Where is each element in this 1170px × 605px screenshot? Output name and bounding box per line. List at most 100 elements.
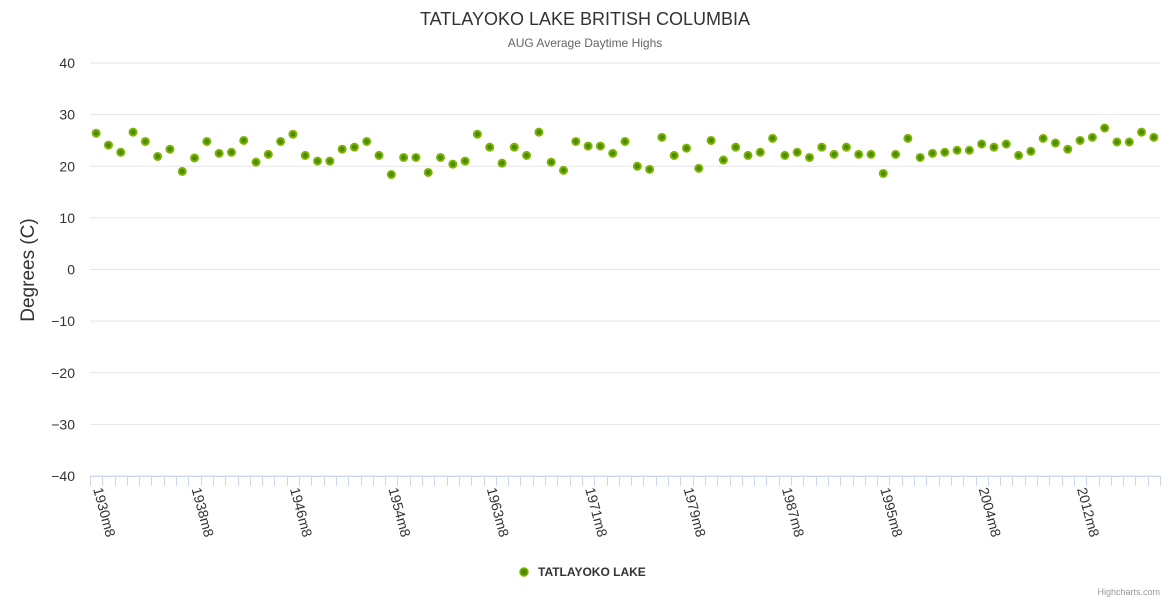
- data-point[interactable]: [140, 136, 150, 146]
- data-point[interactable]: [534, 127, 544, 137]
- data-point[interactable]: [657, 132, 667, 142]
- data-point[interactable]: [1100, 123, 1110, 133]
- x-tick-label: 1979m8: [681, 486, 710, 539]
- data-point[interactable]: [325, 156, 335, 166]
- y-tick-label: 30: [59, 107, 75, 123]
- data-point[interactable]: [1014, 150, 1024, 160]
- y-axis-labels: 40 30 20 10 0 −10 −20 −30 −40: [51, 55, 75, 484]
- data-point[interactable]: [952, 145, 962, 155]
- data-point[interactable]: [349, 142, 359, 152]
- data-point[interactable]: [940, 147, 950, 157]
- data-point[interactable]: [251, 157, 261, 167]
- data-point[interactable]: [386, 170, 396, 180]
- data-point[interactable]: [1124, 137, 1134, 147]
- data-point[interactable]: [1038, 133, 1048, 143]
- credits-link[interactable]: Highcharts.com: [1097, 587, 1160, 597]
- data-point[interactable]: [792, 147, 802, 157]
- data-point[interactable]: [239, 135, 249, 145]
- data-point[interactable]: [718, 155, 728, 165]
- x-tick-label: 1963m8: [484, 486, 513, 539]
- data-point[interactable]: [1026, 146, 1036, 156]
- data-point[interactable]: [632, 161, 642, 171]
- data-point[interactable]: [374, 150, 384, 160]
- y-tick-label: −10: [51, 313, 75, 329]
- data-point[interactable]: [964, 145, 974, 155]
- data-point[interactable]: [669, 150, 679, 160]
- data-point[interactable]: [300, 150, 310, 160]
- data-point[interactable]: [103, 140, 113, 150]
- y-tick-label: −30: [51, 416, 75, 432]
- data-point[interactable]: [854, 149, 864, 159]
- x-tick-label: 1971m8: [582, 486, 611, 539]
- data-point[interactable]: [485, 142, 495, 152]
- data-point[interactable]: [263, 149, 273, 159]
- data-point[interactable]: [522, 150, 532, 160]
- legend-item[interactable]: TATLAYOKO LAKE: [519, 565, 646, 579]
- data-point[interactable]: [546, 157, 556, 167]
- data-point[interactable]: [583, 141, 593, 151]
- data-point[interactable]: [448, 159, 458, 169]
- data-point[interactable]: [1137, 127, 1147, 137]
- data-point[interactable]: [226, 147, 236, 157]
- data-point[interactable]: [817, 142, 827, 152]
- data-point[interactable]: [436, 152, 446, 162]
- data-point[interactable]: [399, 152, 409, 162]
- data-point[interactable]: [915, 152, 925, 162]
- data-point[interactable]: [706, 135, 716, 145]
- data-point[interactable]: [989, 142, 999, 152]
- data-point[interactable]: [153, 151, 163, 161]
- data-point[interactable]: [768, 133, 778, 143]
- data-point[interactable]: [755, 147, 765, 157]
- data-point[interactable]: [116, 147, 126, 157]
- data-point[interactable]: [276, 136, 286, 146]
- chart-subtitle: AUG Average Daytime Highs: [508, 36, 663, 50]
- data-point[interactable]: [1149, 132, 1159, 142]
- data-point[interactable]: [177, 166, 187, 176]
- data-point[interactable]: [337, 144, 347, 154]
- data-point[interactable]: [866, 149, 876, 159]
- data-point[interactable]: [202, 136, 212, 146]
- data-point[interactable]: [509, 142, 519, 152]
- legend-label[interactable]: TATLAYOKO LAKE: [538, 565, 646, 579]
- data-point[interactable]: [1063, 144, 1073, 154]
- data-point[interactable]: [903, 133, 913, 143]
- data-point[interactable]: [460, 156, 470, 166]
- data-point[interactable]: [780, 150, 790, 160]
- data-point[interactable]: [694, 163, 704, 173]
- data-point[interactable]: [559, 165, 569, 175]
- data-point[interactable]: [731, 142, 741, 152]
- data-point[interactable]: [608, 148, 618, 158]
- data-point[interactable]: [829, 149, 839, 159]
- data-point[interactable]: [362, 136, 372, 146]
- data-point[interactable]: [595, 141, 605, 151]
- data-point[interactable]: [288, 129, 298, 139]
- data-point[interactable]: [927, 148, 937, 158]
- data-point[interactable]: [878, 168, 888, 178]
- data-point[interactable]: [165, 144, 175, 154]
- data-point[interactable]: [497, 158, 507, 168]
- data-point[interactable]: [977, 139, 987, 149]
- data-point[interactable]: [571, 136, 581, 146]
- data-point[interactable]: [620, 136, 630, 146]
- data-point[interactable]: [1050, 138, 1060, 148]
- series-points: [91, 123, 1159, 180]
- data-point[interactable]: [190, 153, 200, 163]
- data-point[interactable]: [804, 152, 814, 162]
- y-tick-label: 40: [59, 55, 75, 71]
- data-point[interactable]: [1087, 132, 1097, 142]
- data-point[interactable]: [128, 127, 138, 137]
- data-point[interactable]: [423, 167, 433, 177]
- data-point[interactable]: [645, 164, 655, 174]
- data-point[interactable]: [1001, 139, 1011, 149]
- data-point[interactable]: [841, 142, 851, 152]
- data-point[interactable]: [681, 143, 691, 153]
- data-point[interactable]: [411, 152, 421, 162]
- data-point[interactable]: [313, 156, 323, 166]
- data-point[interactable]: [743, 150, 753, 160]
- data-point[interactable]: [472, 129, 482, 139]
- data-point[interactable]: [891, 149, 901, 159]
- data-point[interactable]: [91, 128, 101, 138]
- data-point[interactable]: [1112, 137, 1122, 147]
- data-point[interactable]: [1075, 135, 1085, 145]
- data-point[interactable]: [214, 148, 224, 158]
